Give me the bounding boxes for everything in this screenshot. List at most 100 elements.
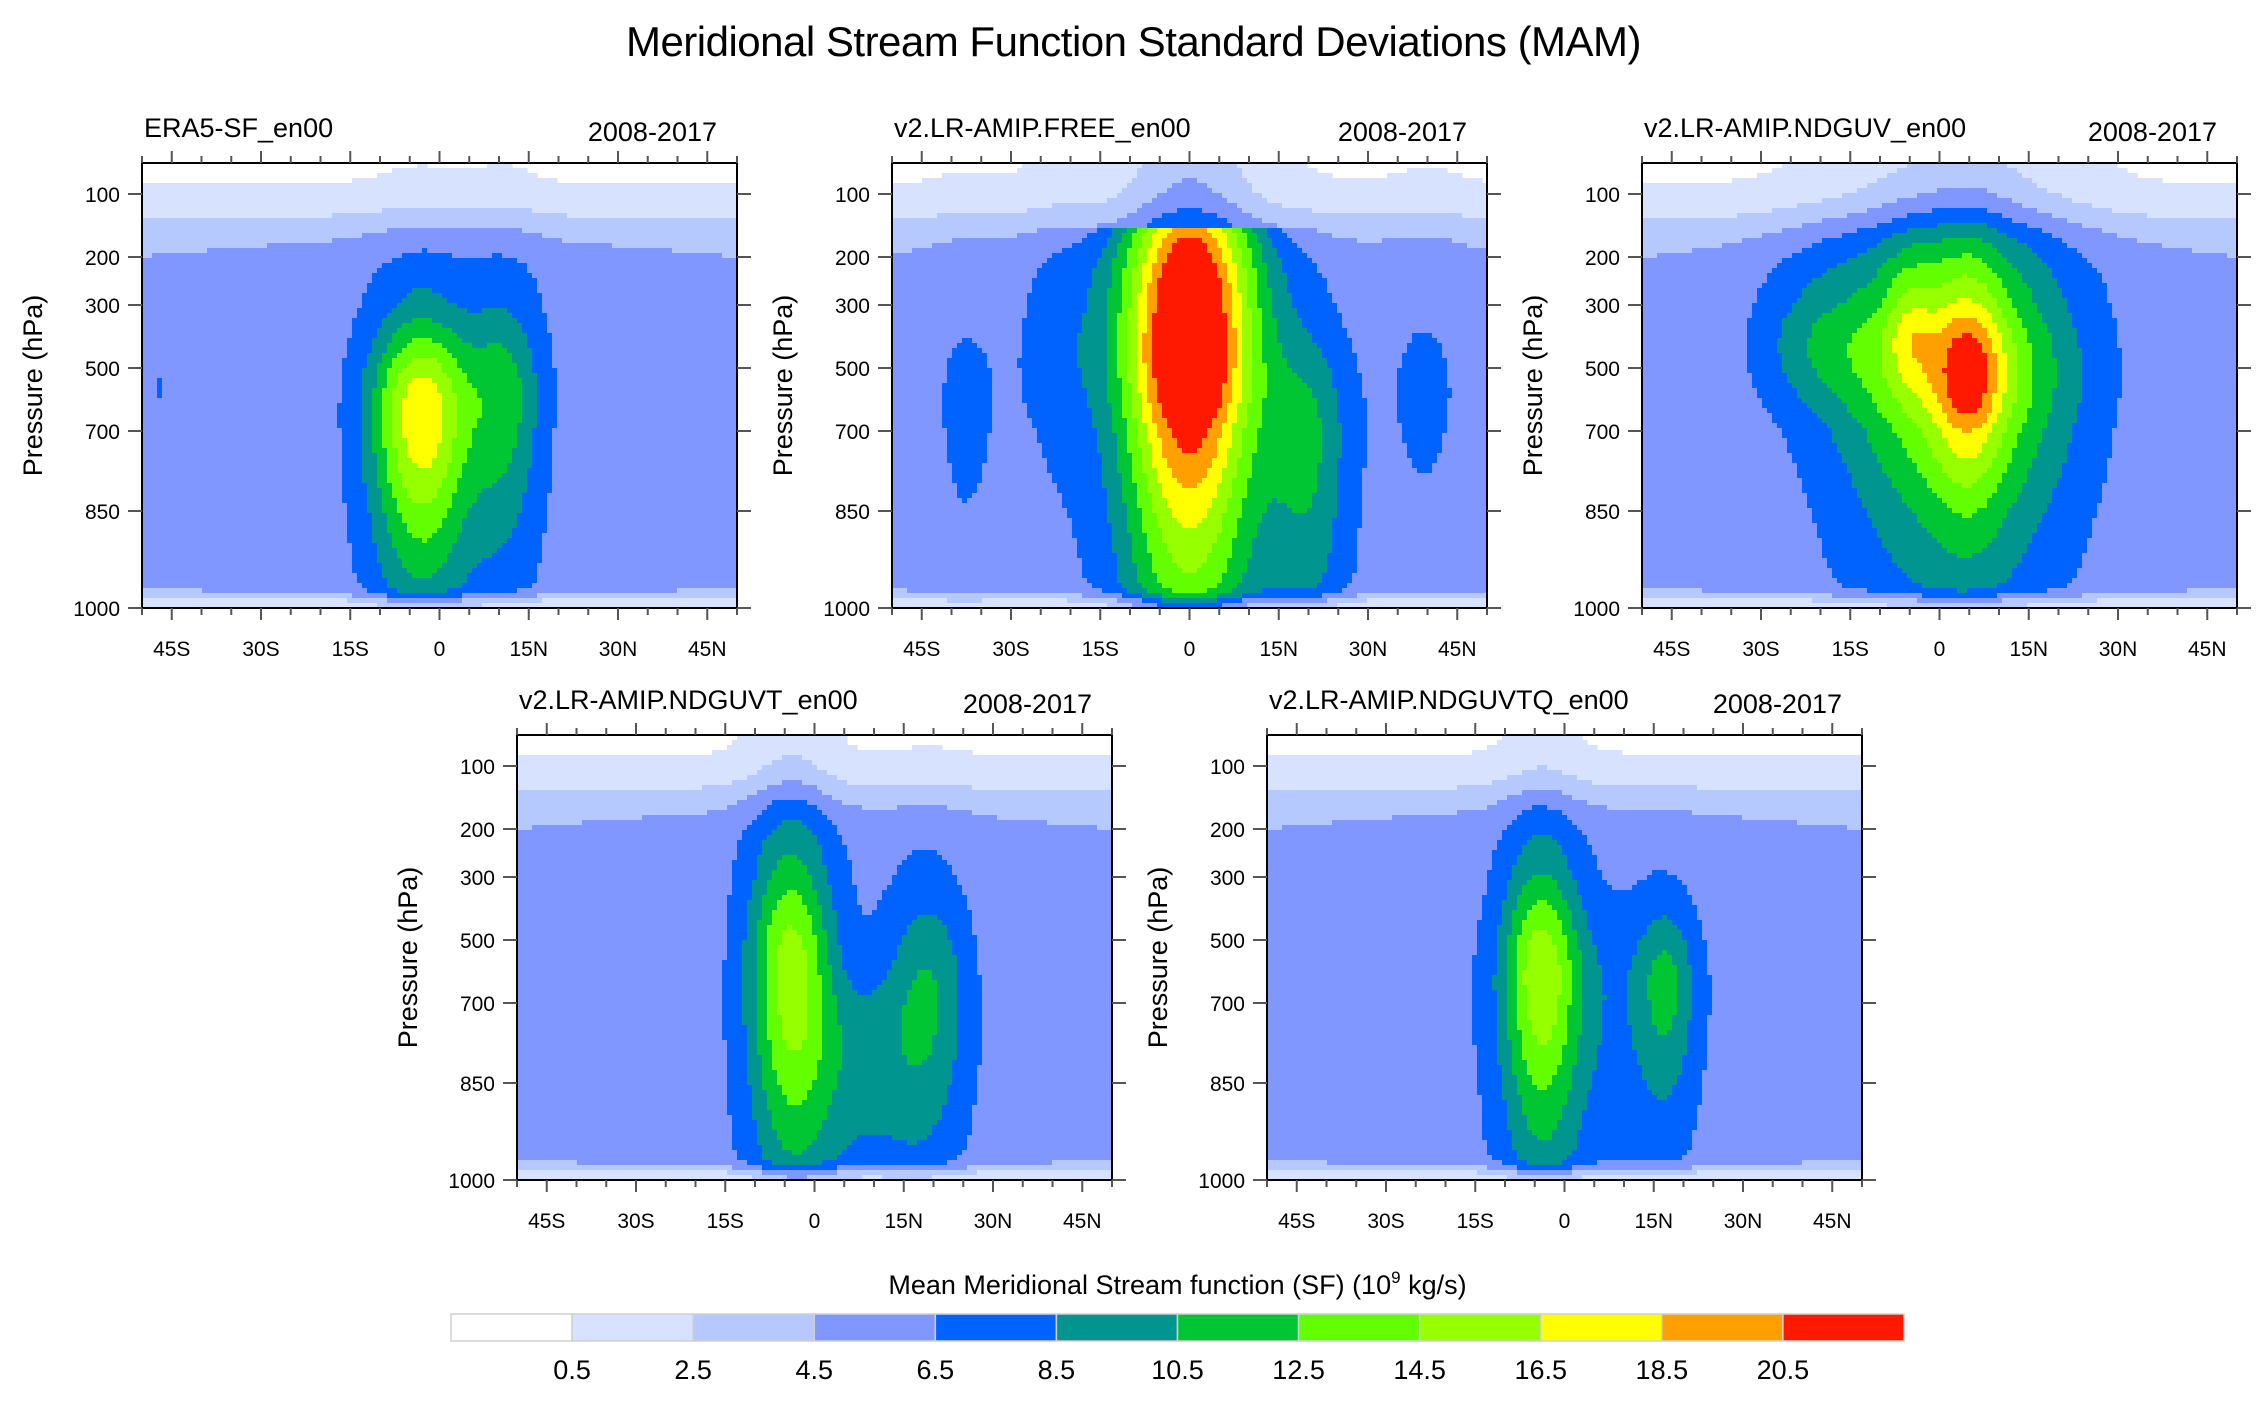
contour-cell [1082, 368, 1108, 374]
contour-cell [1267, 1095, 1483, 1101]
contour-cell [1992, 393, 2003, 399]
contour-cell [1687, 890, 1862, 896]
contour-cell [1642, 323, 1748, 329]
contour-cell [1132, 278, 1143, 284]
contour-cell [1227, 198, 1268, 204]
contour-cell [1642, 388, 1758, 394]
contour-cell [1022, 353, 1078, 359]
contour-cell [1562, 770, 1862, 776]
contour-cell [1222, 383, 1233, 389]
contour-cell [1232, 423, 1248, 429]
contour-cell [1067, 508, 1108, 514]
contour-cell [1807, 283, 1868, 289]
contour-cell [1997, 358, 2008, 364]
contour-cell [1137, 493, 1153, 499]
contour-cell [1127, 373, 1138, 379]
contour-cell [1977, 338, 1993, 344]
contour-cell [892, 493, 958, 499]
y-tick-label: 850 [1210, 1073, 1245, 1096]
contour-cell [1527, 1060, 1563, 1066]
contour-cell [897, 805, 948, 811]
contour-cell [1492, 980, 1508, 986]
contour-cell [1157, 393, 1223, 399]
contour-cell [1267, 815, 1393, 821]
y-tick-label: 300 [1210, 867, 1245, 890]
contour-cell [1997, 453, 2013, 459]
contour-cell [982, 463, 1048, 469]
contour-cell [1202, 208, 1243, 214]
contour-cell [1597, 860, 1862, 866]
contour-cell [1487, 1145, 1513, 1151]
contour-cell [1082, 383, 1108, 389]
contour-cell [1812, 408, 1848, 414]
contour-cell [837, 825, 1098, 831]
contour-cell [397, 498, 413, 504]
contour-cell [1262, 328, 1278, 334]
contour-cell [1327, 563, 1358, 569]
y-tick-label: 700 [85, 421, 120, 444]
contour-cell [1572, 1170, 1698, 1176]
contour-cell [937, 1005, 958, 1011]
contour-cell [817, 835, 843, 841]
contour-cell [832, 900, 858, 906]
contour-cell [1117, 463, 1133, 469]
contour-cell [1232, 443, 1243, 449]
contour-cell [1242, 208, 1313, 214]
contour-cell [727, 915, 748, 921]
contour-cell [547, 493, 737, 499]
contour-cell [1847, 348, 1883, 354]
contour-cell [892, 598, 948, 604]
contour-cell [747, 1080, 763, 1086]
contour-cell [757, 865, 778, 871]
contour-cell [777, 955, 808, 961]
contour-cell [1257, 528, 1333, 534]
contour-cell [1017, 168, 1138, 174]
contour-cell [1237, 203, 1283, 209]
contour-cell [1987, 503, 2013, 509]
contour-cell [837, 1075, 953, 1081]
contour-cell [1502, 905, 1518, 911]
contour-cell [2087, 543, 2237, 549]
contour-cell [1262, 418, 1323, 424]
contour-cell [452, 388, 478, 394]
contour-cell [837, 940, 903, 946]
contour-cell [1897, 323, 1948, 329]
contour-cell [352, 558, 378, 564]
contour-cell [1147, 228, 1158, 234]
contour-cell [1142, 463, 1153, 469]
contour-cell [1277, 318, 1303, 324]
contour-cell [727, 935, 748, 941]
contour-cell [417, 163, 428, 169]
contour-cell [2112, 303, 2237, 309]
contour-cell [1557, 885, 1578, 891]
contour-cell [882, 895, 968, 901]
contour-cell [362, 368, 378, 374]
contour-cell [1642, 483, 1803, 489]
contour-cell [1577, 1040, 1603, 1046]
contour-cell [442, 413, 458, 419]
contour-cell [1262, 193, 1487, 199]
contour-cell [452, 438, 473, 444]
contour-cell [522, 328, 548, 334]
contour-cell [1112, 423, 1128, 429]
contour-cell [1162, 598, 1218, 604]
contour-cell [407, 383, 438, 389]
contour-cell [387, 383, 398, 389]
contour-cell [1322, 428, 1343, 434]
contour-cell [1107, 493, 1123, 499]
contour-cell [1892, 308, 1913, 314]
contour-cell [1552, 835, 1588, 841]
contour-cell [1627, 1015, 1653, 1021]
contour-cell [2022, 323, 2048, 329]
contour-cell [467, 308, 483, 314]
contour-cell [1602, 980, 1628, 986]
contour-cell [807, 1000, 823, 1006]
contour-cell [1252, 538, 1333, 544]
contour-cell [517, 855, 738, 861]
contour-cell [2002, 443, 2018, 449]
contour-cell [357, 308, 393, 314]
contour-cell [1152, 243, 1163, 249]
contour-cell [892, 443, 948, 449]
contour-cell [1157, 428, 1173, 434]
contour-cell [1997, 593, 2083, 599]
